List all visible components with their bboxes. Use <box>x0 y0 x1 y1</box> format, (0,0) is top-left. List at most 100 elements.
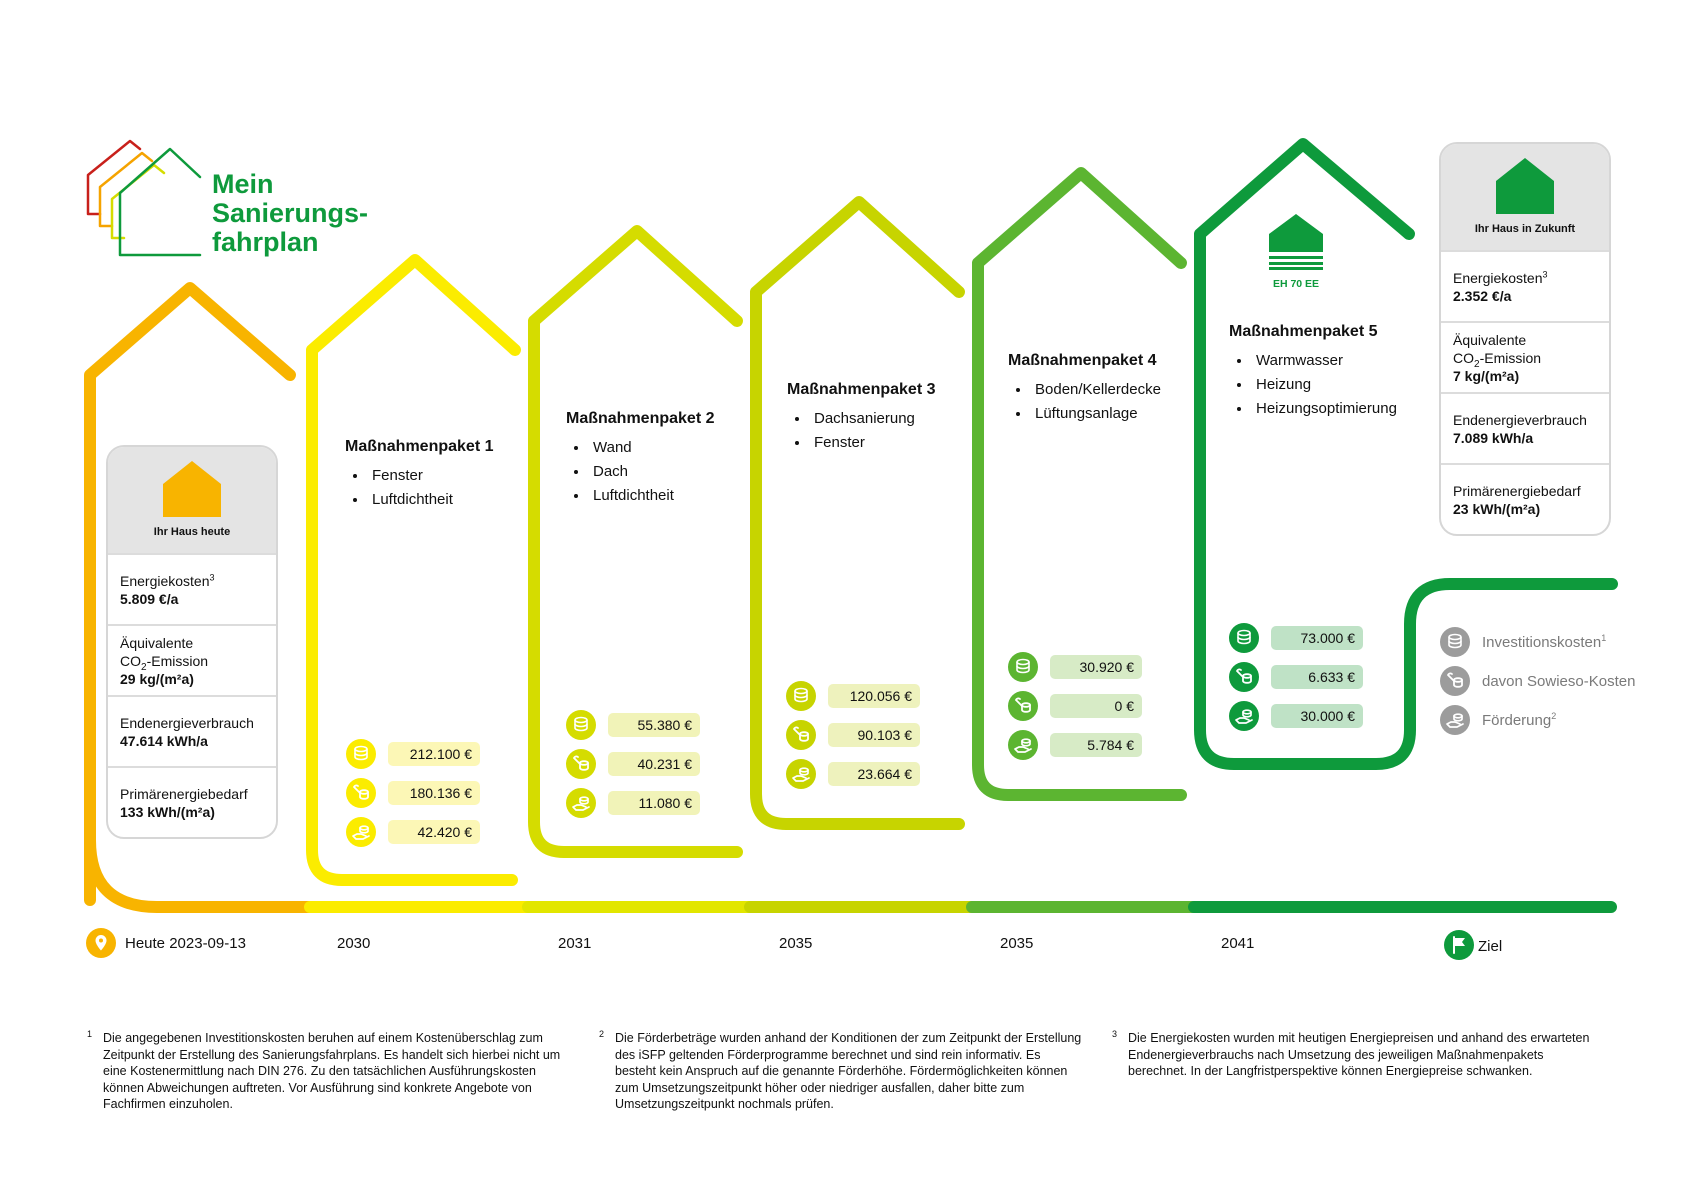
logo-title: Mein Sanierungs- fahrplan <box>212 170 368 257</box>
final-energy-value: 47.614 kWh/a <box>120 732 208 749</box>
investment-value: 30.920 € <box>1050 655 1142 679</box>
package-item-list: Wand Dach Luftdichtheit <box>566 436 766 508</box>
legend-investment-label: Investitionskosten <box>1482 633 1602 651</box>
package-title: Maßnahmenpaket 2 <box>566 410 715 427</box>
house-outline-1 <box>306 254 521 886</box>
house-outline-2 <box>528 225 743 858</box>
timeline-goal: Ziel <box>1478 938 1503 955</box>
wrench-coins-icon <box>346 778 376 808</box>
hand-coins-icon <box>1229 701 1259 731</box>
final-energy-row: Endenergieverbrauch 47.614 kWh/a <box>108 695 276 766</box>
package-item-list: Fenster Luftdichtheit <box>345 464 545 512</box>
legend-funding: Förderung2 <box>1440 705 1635 735</box>
logo-line-3: fahrplan <box>212 227 319 257</box>
investment-value: 120.056 € <box>828 684 920 708</box>
timeline-year-4: 2035 <box>1000 935 1034 952</box>
list-item: Lüftungsanlage <box>1031 402 1208 426</box>
future-card-header: Ihr Haus in Zukunft <box>1441 144 1609 250</box>
footnote-number: 2 <box>599 1029 605 1039</box>
primary-energy-label: Primärenergiebedarf <box>1453 482 1581 499</box>
list-item: Heizungsoptimierung <box>1252 397 1429 421</box>
package-5: Maßnahmenpaket 5 Warmwasser Heizung Heiz… <box>1229 323 1429 421</box>
coins-icon <box>566 710 596 740</box>
funding-value: 11.080 € <box>608 791 700 815</box>
coins-icon <box>1440 627 1470 657</box>
co2-label: CO2-Emission <box>1453 349 1542 370</box>
footnote-ref: 2 <box>1551 710 1557 721</box>
footnote-text: Die Energiekosten wurden mit heutigen En… <box>1128 1031 1590 1078</box>
final-energy-label: Endenergieverbrauch <box>120 714 254 731</box>
footnote-number: 1 <box>87 1029 93 1039</box>
investment-value: 73.000 € <box>1271 626 1363 650</box>
package-item-list: Boden/Kellerdecke Lüftungsanlage <box>1008 378 1208 426</box>
package-title: Maßnahmenpaket 4 <box>1008 352 1157 369</box>
primary-energy-value: 133 kWh/(m²a) <box>120 803 215 820</box>
legend-sowieso-label: davon Sowieso-Kosten <box>1482 672 1636 690</box>
primary-energy-row: Primärenergiebedarf 133 kWh/(m²a) <box>108 766 276 837</box>
footnote-text: Die Förderbeträge wurden anhand der Kond… <box>615 1031 1082 1111</box>
energy-cost-label: Energiekosten <box>120 572 210 589</box>
logo-icon <box>86 139 202 257</box>
energy-cost-value: 5.809 €/a <box>120 590 179 607</box>
legend-sowieso: davon Sowieso-Kosten <box>1440 666 1635 696</box>
logo-line-1: Mein <box>212 169 274 199</box>
eh-badge: EH 70 EE <box>1268 214 1324 290</box>
funding-value: 30.000 € <box>1271 704 1363 728</box>
list-item: Wand <box>589 436 766 460</box>
final-energy-value: 7.089 kWh/a <box>1453 429 1534 446</box>
legend-investment: Investitionskosten1 <box>1440 627 1635 657</box>
package-item-list: Dachsanierung Fenster <box>787 407 987 455</box>
primary-energy-value: 23 kWh/(m²a) <box>1453 500 1541 517</box>
list-item: Luftdichtheit <box>368 488 545 512</box>
coins-icon <box>346 739 376 769</box>
house-outline-today <box>84 282 296 906</box>
wrench-coins-icon <box>786 720 816 750</box>
hand-coins-icon <box>346 817 376 847</box>
efficiency-house-icon <box>1269 214 1323 270</box>
footnote-text: Die angegebenen Investitionskosten beruh… <box>103 1031 561 1111</box>
final-energy-label: Endenergieverbrauch <box>1453 411 1587 428</box>
funding-value: 42.420 € <box>388 820 480 844</box>
co2-label-line1: Äquivalente <box>120 634 194 651</box>
timeline-year-2: 2031 <box>558 935 592 952</box>
footnote-3: 3 Die Energiekosten wurden mit heutigen … <box>1112 1029 1604 1080</box>
house-icon <box>1496 158 1554 214</box>
footnote-ref: 1 <box>1601 632 1607 643</box>
coins-icon <box>1229 623 1259 653</box>
timeline-year-1: 2030 <box>337 935 371 952</box>
energy-cost-row: Energiekosten3 5.809 €/a <box>108 553 276 624</box>
investment-value: 212.100 € <box>388 742 480 766</box>
footnote-ref: 3 <box>209 571 215 582</box>
timeline-today: Heute 2023-09-13 <box>125 935 246 952</box>
list-item: Boden/Kellerdecke <box>1031 378 1208 402</box>
package-2: Maßnahmenpaket 2 Wand Dach Luftdichtheit <box>566 410 766 508</box>
energy-cost-row: Energiekosten3 2.352 €/a <box>1441 250 1609 321</box>
primary-energy-label: Primärenergiebedarf <box>120 785 248 802</box>
wrench-coins-icon <box>566 749 596 779</box>
list-item: Luftdichtheit <box>589 484 766 508</box>
legend: Investitionskosten1 davon Sowieso-Kosten… <box>1440 627 1635 744</box>
footnote-ref: 3 <box>1542 268 1548 279</box>
funding-value: 5.784 € <box>1050 733 1142 757</box>
legend-funding-label: Förderung <box>1482 711 1552 729</box>
flag-icon <box>1444 930 1474 960</box>
timeline-bar <box>84 834 318 913</box>
package-item-list: Warmwasser Heizung Heizungsoptimierung <box>1229 349 1429 421</box>
list-item: Dachsanierung <box>810 407 987 431</box>
today-card-header: Ihr Haus heute <box>108 447 276 553</box>
co2-label: CO2-Emission <box>120 652 209 673</box>
list-item: Fenster <box>368 464 545 488</box>
primary-energy-row: Primärenergiebedarf 23 kWh/(m²a) <box>1441 463 1609 534</box>
list-item: Fenster <box>810 431 987 455</box>
package-title: Maßnahmenpaket 5 <box>1229 323 1378 340</box>
footnote-2: 2 Die Förderbeträge wurden anhand der Ko… <box>599 1029 1083 1113</box>
wrench-coins-icon <box>1440 666 1470 696</box>
package-1: Maßnahmenpaket 1 Fenster Luftdichtheit <box>345 438 545 512</box>
house-outline-4 <box>972 167 1187 801</box>
footnote-1: 1 Die angegebenen Investitionskosten ber… <box>87 1029 577 1113</box>
coins-icon <box>786 681 816 711</box>
goal-marker <box>1444 930 1474 965</box>
wrench-coins-icon <box>1008 691 1038 721</box>
today-card: Ihr Haus heute Energiekosten3 5.809 €/a … <box>106 445 278 839</box>
